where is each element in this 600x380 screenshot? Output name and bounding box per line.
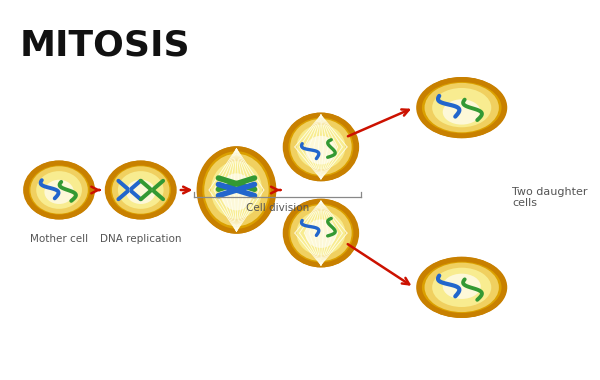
Ellipse shape (432, 88, 491, 127)
Ellipse shape (305, 219, 337, 248)
Ellipse shape (296, 125, 346, 169)
Ellipse shape (204, 154, 269, 226)
Text: Two daughter
cells: Two daughter cells (512, 187, 588, 208)
Ellipse shape (419, 79, 504, 136)
Ellipse shape (286, 115, 356, 179)
Ellipse shape (425, 263, 499, 312)
Ellipse shape (419, 259, 504, 315)
Ellipse shape (443, 99, 481, 125)
Ellipse shape (26, 163, 92, 217)
Ellipse shape (443, 274, 481, 299)
Ellipse shape (432, 268, 491, 307)
Ellipse shape (290, 205, 352, 261)
Ellipse shape (126, 180, 155, 204)
Ellipse shape (112, 166, 169, 214)
Ellipse shape (118, 171, 164, 209)
Text: Mother cell: Mother cell (30, 234, 88, 244)
Ellipse shape (305, 136, 337, 165)
Ellipse shape (286, 201, 356, 265)
Ellipse shape (220, 173, 253, 211)
Ellipse shape (290, 119, 352, 175)
Ellipse shape (31, 166, 88, 214)
Ellipse shape (200, 149, 273, 231)
Text: MITOSIS: MITOSIS (20, 29, 190, 63)
Ellipse shape (36, 171, 82, 209)
Ellipse shape (425, 83, 499, 132)
Text: DNA replication: DNA replication (100, 234, 181, 244)
Ellipse shape (211, 161, 262, 219)
Ellipse shape (296, 211, 346, 255)
Text: Cell division: Cell division (246, 203, 310, 213)
Ellipse shape (108, 163, 173, 217)
Ellipse shape (44, 180, 74, 204)
